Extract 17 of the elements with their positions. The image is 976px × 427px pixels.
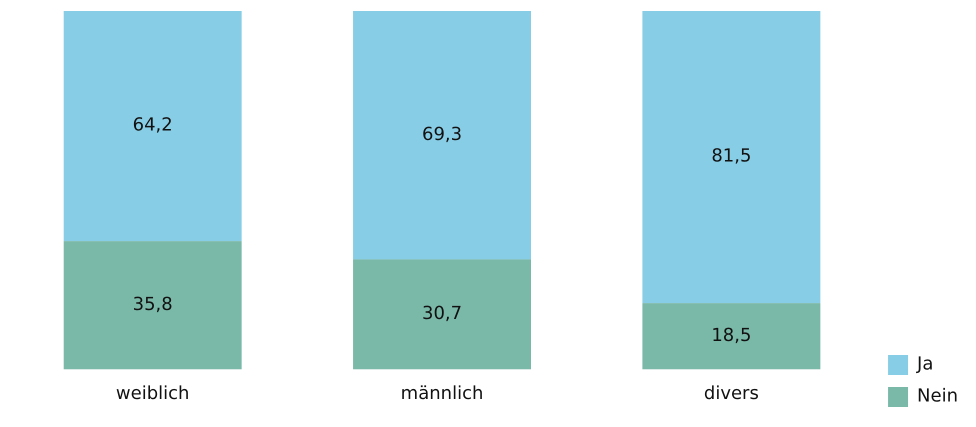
legend-label: Ja: [916, 354, 934, 375]
legend-label: Nein: [917, 386, 958, 407]
bar: [642, 11, 820, 304]
data-label: 81,5: [711, 146, 752, 167]
data-label: 64,2: [132, 114, 173, 136]
bar: [353, 259, 531, 370]
data-label: 18,5: [711, 324, 752, 346]
x-tick-label: männlich: [400, 382, 484, 404]
data-label: 35,8: [132, 294, 173, 315]
bar: [353, 11, 531, 260]
data-label: 69,3: [422, 124, 462, 145]
data-label: 30,7: [422, 303, 462, 324]
x-tick-label: divers: [704, 382, 759, 404]
bar: [642, 303, 820, 370]
bar: [64, 11, 242, 242]
bar: [64, 241, 242, 370]
x-tick-label: weiblich: [116, 382, 190, 404]
